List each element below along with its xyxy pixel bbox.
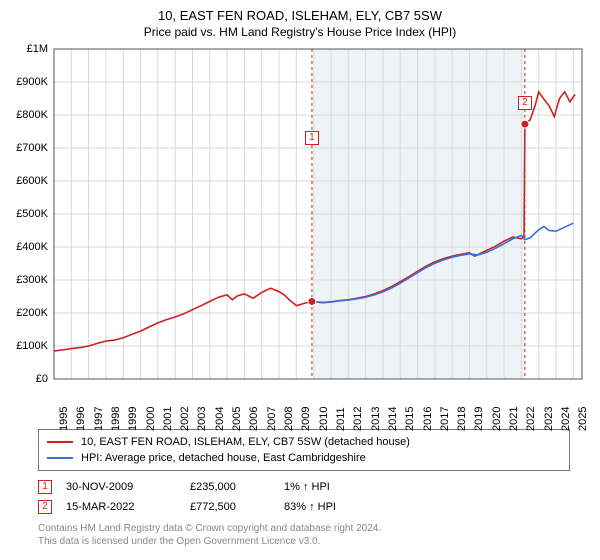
- y-tick-label: £300K: [12, 274, 48, 286]
- x-tick-label: 1998: [110, 407, 122, 431]
- x-tick-label: 2004: [214, 407, 226, 431]
- x-tick-label: 2015: [404, 407, 416, 431]
- y-tick-label: £700K: [12, 142, 48, 154]
- x-tick-label: 2018: [456, 407, 468, 431]
- y-tick-label: £0: [12, 373, 48, 385]
- x-tick-label: 1999: [127, 407, 139, 431]
- x-tick-label: 2022: [525, 407, 537, 431]
- x-tick-label: 2001: [162, 407, 174, 431]
- x-tick-label: 1996: [75, 407, 87, 431]
- legend-item: 10, EAST FEN ROAD, ISLEHAM, ELY, CB7 5SW…: [47, 434, 561, 450]
- legend-swatch: [47, 457, 73, 459]
- x-tick-label: 2013: [370, 407, 382, 431]
- y-tick-label: £200K: [12, 307, 48, 319]
- x-tick-label: 2014: [387, 407, 399, 431]
- event-price: £772,500: [190, 501, 270, 513]
- chart-svg: [10, 43, 590, 423]
- legend: 10, EAST FEN ROAD, ISLEHAM, ELY, CB7 5SW…: [38, 429, 570, 471]
- x-tick-label: 1997: [93, 407, 105, 431]
- event-date: 15-MAR-2022: [66, 501, 176, 513]
- event-marker: 1: [305, 131, 319, 145]
- x-tick-label: 2008: [283, 407, 295, 431]
- x-tick-label: 2012: [352, 407, 364, 431]
- x-tick-label: 2011: [335, 407, 347, 431]
- y-tick-label: £900K: [12, 76, 48, 88]
- x-tick-label: 2025: [577, 407, 589, 431]
- page-subtitle: Price paid vs. HM Land Registry's House …: [0, 23, 600, 43]
- page-title: 10, EAST FEN ROAD, ISLEHAM, ELY, CB7 5SW: [0, 0, 600, 23]
- y-tick-label: £600K: [12, 175, 48, 187]
- event-price: £235,000: [190, 481, 270, 493]
- y-tick-label: £400K: [12, 241, 48, 253]
- event-marker: 2: [518, 96, 532, 110]
- event-id-box: 1: [38, 480, 52, 494]
- x-tick-label: 2005: [231, 407, 243, 431]
- footer-line1: Contains HM Land Registry data © Crown c…: [38, 523, 570, 536]
- x-tick-label: 2006: [248, 407, 260, 431]
- x-tick-label: 2023: [543, 407, 555, 431]
- legend-swatch: [47, 441, 73, 443]
- y-tick-label: £500K: [12, 208, 48, 220]
- y-tick-label: £100K: [12, 340, 48, 352]
- legend-item: HPI: Average price, detached house, East…: [47, 450, 561, 466]
- footer-line2: This data is licensed under the Open Gov…: [38, 536, 570, 549]
- event-id-box: 2: [38, 500, 52, 514]
- events-table: 1 30-NOV-2009 £235,000 1% ↑ HPI 2 15-MAR-2022…: [38, 477, 570, 517]
- event-change: 1% ↑ HPI: [284, 481, 330, 493]
- x-tick-label: 2007: [266, 407, 278, 431]
- x-tick-label: 2017: [439, 407, 451, 431]
- footer-attribution: Contains HM Land Registry data © Crown c…: [38, 523, 570, 548]
- x-tick-label: 2009: [300, 407, 312, 431]
- x-tick-label: 2010: [318, 407, 330, 431]
- x-tick-label: 2000: [145, 407, 157, 431]
- x-tick-label: 2021: [508, 407, 520, 431]
- y-tick-label: £800K: [12, 109, 48, 121]
- x-tick-label: 2019: [473, 407, 485, 431]
- legend-label: 10, EAST FEN ROAD, ISLEHAM, ELY, CB7 5SW…: [81, 436, 410, 448]
- event-row: 2 15-MAR-2022 £772,500 83% ↑ HPI: [38, 497, 570, 517]
- x-tick-label: 2003: [196, 407, 208, 431]
- x-tick-label: 2002: [179, 407, 191, 431]
- x-tick-label: 2016: [422, 407, 434, 431]
- event-change: 83% ↑ HPI: [284, 501, 336, 513]
- x-tick-label: 1995: [58, 407, 70, 431]
- x-tick-label: 2024: [560, 407, 572, 431]
- x-tick-label: 2020: [491, 407, 503, 431]
- event-row: 1 30-NOV-2009 £235,000 1% ↑ HPI: [38, 477, 570, 497]
- legend-label: HPI: Average price, detached house, East…: [81, 452, 366, 464]
- event-date: 30-NOV-2009: [66, 481, 176, 493]
- y-tick-label: £1M: [12, 43, 48, 55]
- price-chart: £0 £100K £200K £300K £400K £500K £600K £700K £80…: [10, 43, 590, 423]
